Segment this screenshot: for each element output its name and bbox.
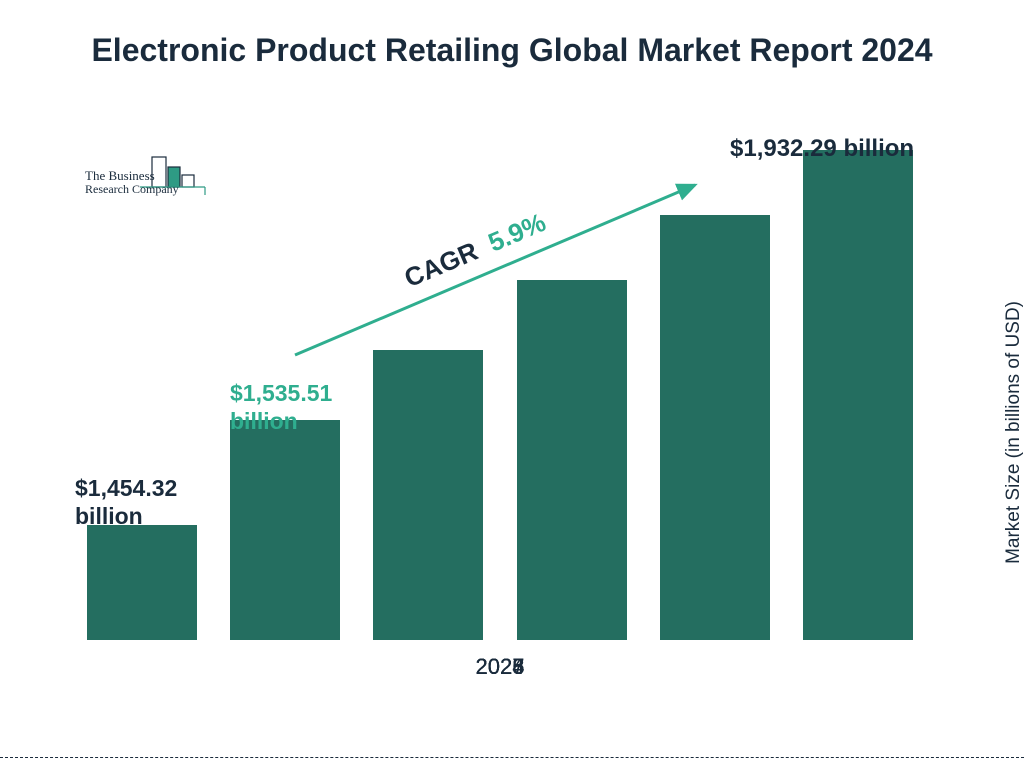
value-label-2023: $1,454.32 billion — [75, 475, 177, 530]
bar-2024 — [230, 420, 340, 640]
cagr-arrow-icon — [290, 180, 710, 365]
chart-title: Electronic Product Retailing Global Mark… — [0, 0, 1024, 70]
footer-divider — [0, 757, 1024, 758]
bar-2025 — [373, 350, 483, 640]
y-axis-label: Market Size (in billions of USD) — [1003, 301, 1024, 564]
x-axis-labels: 2023 2024 2025 2026 2027 2028 — [70, 640, 930, 680]
bar-2028 — [803, 150, 913, 640]
value-label-2024: $1,535.51 billion — [230, 380, 332, 435]
xlabel-5: 2028 — [430, 654, 570, 680]
bar-2023 — [87, 525, 197, 640]
cagr-annotation: CAGR 5.9% — [290, 180, 710, 360]
value-label-2028: $1,932.29 billion — [730, 135, 914, 164]
